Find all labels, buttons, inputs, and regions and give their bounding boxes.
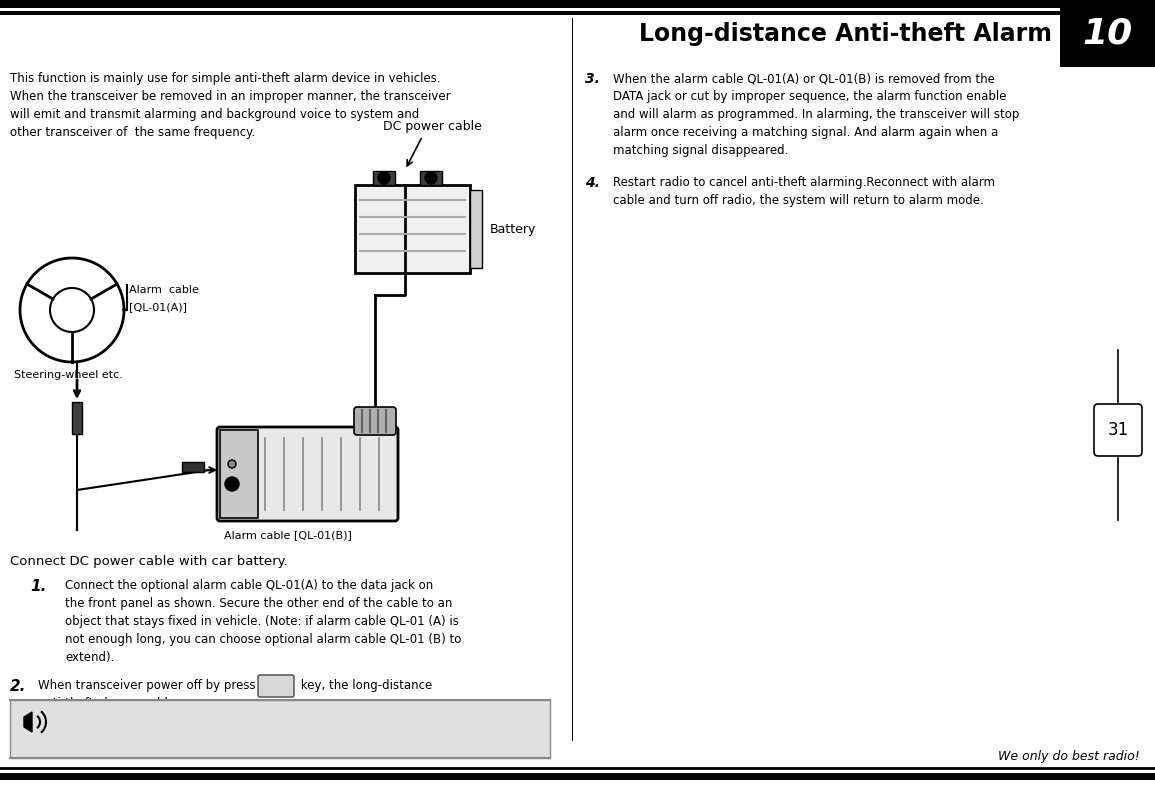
Bar: [219, 430, 258, 518]
Text: Steering-wheel etc.: Steering-wheel etc.: [14, 370, 122, 380]
Text: DATA jack or cut by improper sequence, the alarm function enable: DATA jack or cut by improper sequence, t…: [613, 90, 1006, 103]
Text: Alarm cable [QL-01(B)]: Alarm cable [QL-01(B)]: [224, 530, 351, 540]
FancyBboxPatch shape: [353, 407, 396, 435]
Text: will emit and transmit alarming and background voice to system and: will emit and transmit alarming and back…: [10, 108, 419, 121]
Text: [QL-01(A)]: [QL-01(A)]: [129, 302, 187, 312]
Text: not enough long, you can choose optional alarm cable QL-01 (B) to: not enough long, you can choose optional…: [65, 633, 461, 646]
Text: This function is mainly use for simple anti-theft alarm device in vehicles.: This function is mainly use for simple a…: [10, 72, 440, 85]
Text: 31: 31: [1108, 421, 1128, 439]
Text: anti-theft alarm enable.: anti-theft alarm enable.: [38, 697, 179, 710]
Text: 2.: 2.: [10, 679, 27, 694]
Bar: [420, 171, 442, 185]
Text: 3.: 3.: [584, 72, 599, 86]
Text: When transceiver power off by press: When transceiver power off by press: [38, 679, 255, 692]
Text: When the transceiver be removed in an improper manner, the transceiver: When the transceiver be removed in an im…: [10, 90, 450, 103]
Text: key, the long-distance: key, the long-distance: [297, 679, 432, 692]
Text: object that stays fixed in vehicle. (Note: if alarm cable QL-01 (A) is: object that stays fixed in vehicle. (Not…: [65, 615, 459, 628]
Text: Long-distance Anti-theft Alarm: Long-distance Anti-theft Alarm: [639, 21, 1052, 46]
Text: transceiver power off.: transceiver power off.: [58, 730, 223, 743]
Text: When the alarm cable QL-01(A) or QL-01(B) is removed from the: When the alarm cable QL-01(A) or QL-01(B…: [613, 72, 994, 85]
Text: Restart radio to cancel anti-theft alarming.Reconnect with alarm: Restart radio to cancel anti-theft alarm…: [613, 176, 994, 189]
Text: matching signal disappeared.: matching signal disappeared.: [613, 144, 789, 157]
Bar: [182, 462, 204, 472]
Text: 1.: 1.: [30, 579, 46, 594]
Text: Battery: Battery: [490, 223, 536, 235]
Text: Alarm  cable: Alarm cable: [129, 285, 199, 295]
Bar: [355, 185, 470, 273]
Text: 10: 10: [1082, 17, 1133, 50]
Circle shape: [378, 172, 390, 184]
Text: Connect the optional alarm cable QL-01(A) to the data jack on: Connect the optional alarm cable QL-01(A…: [65, 579, 433, 592]
Bar: [470, 190, 482, 268]
Polygon shape: [24, 712, 32, 732]
Bar: [373, 171, 395, 185]
Bar: [0, 0, 1155, 8]
Bar: [72, 402, 82, 434]
Circle shape: [425, 172, 437, 184]
Text: POW: POW: [264, 682, 288, 690]
Text: The long-distance anti-theft alarm only available when: The long-distance anti-theft alarm only …: [58, 710, 463, 723]
Text: extend).: extend).: [65, 651, 114, 664]
Text: NOTE: NOTE: [18, 736, 42, 745]
Bar: [10, 700, 550, 758]
Text: the front panel as shown. Secure the other end of the cable to an: the front panel as shown. Secure the oth…: [65, 597, 453, 610]
Text: We only do best radio!: We only do best radio!: [998, 750, 1140, 763]
FancyBboxPatch shape: [1094, 404, 1142, 456]
FancyBboxPatch shape: [217, 427, 398, 521]
Text: 4.: 4.: [584, 176, 599, 190]
Text: and will alarm as programmed. In alarming, the transceiver will stop: and will alarm as programmed. In alarmin…: [613, 108, 1020, 121]
Text: alarm once receiving a matching signal. And alarm again when a: alarm once receiving a matching signal. …: [613, 126, 998, 139]
Circle shape: [225, 477, 239, 491]
Bar: [1060, 0, 1155, 67]
FancyBboxPatch shape: [258, 675, 295, 697]
Text: cable and turn off radio, the system will return to alarm mode.: cable and turn off radio, the system wil…: [613, 194, 984, 207]
Circle shape: [228, 460, 236, 468]
Text: other transceiver of  the same frequency.: other transceiver of the same frequency.: [10, 126, 255, 139]
Bar: [0, 11, 1155, 15]
Text: Connect DC power cable with car battery.: Connect DC power cable with car battery.: [10, 555, 288, 568]
Text: DC power cable: DC power cable: [383, 120, 482, 133]
